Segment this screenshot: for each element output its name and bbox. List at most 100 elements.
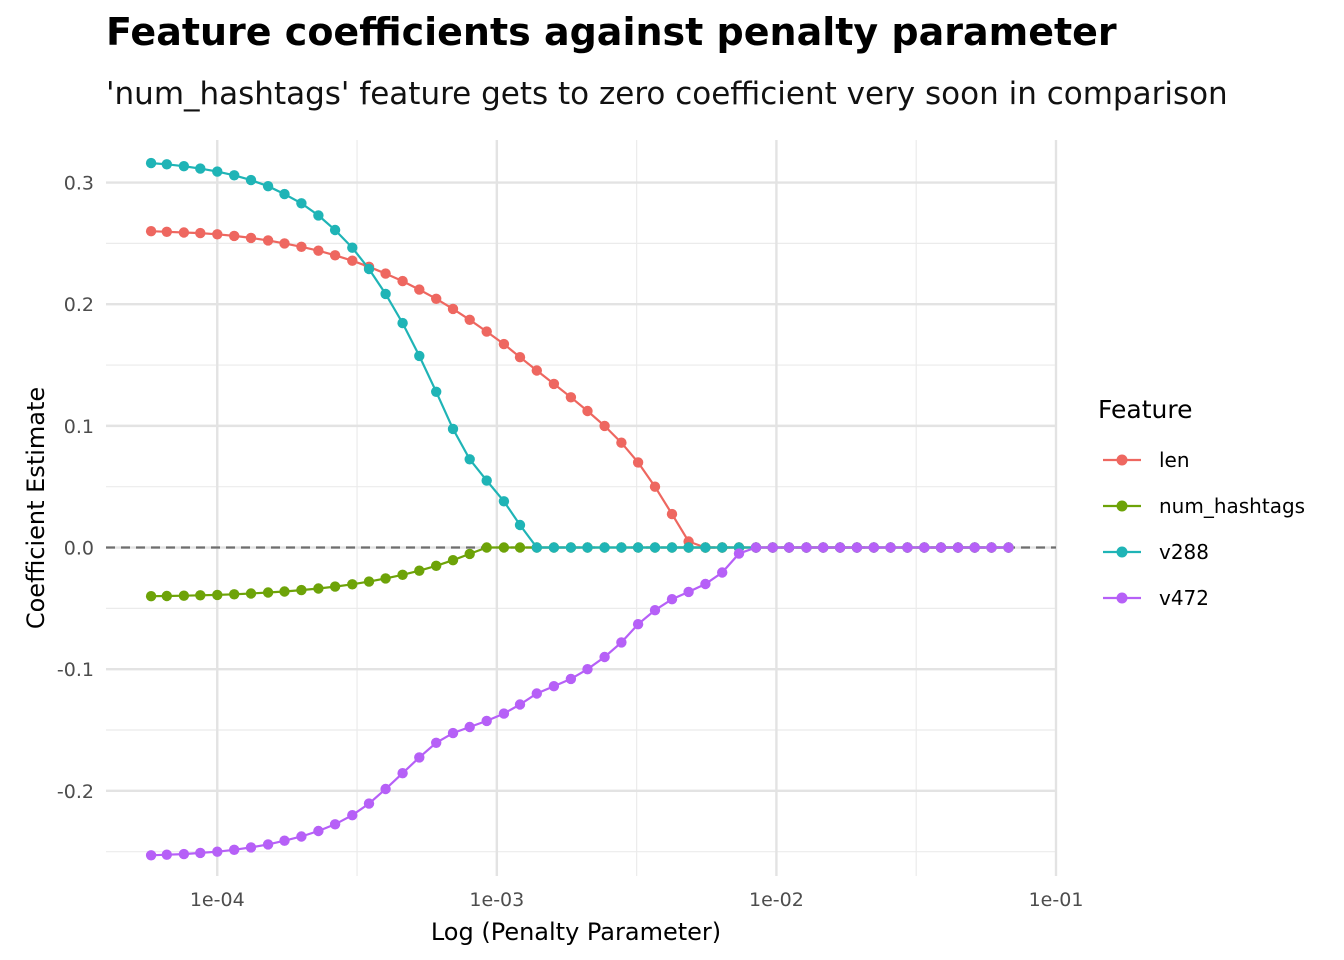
data-point bbox=[262, 587, 274, 598]
data-point bbox=[514, 542, 526, 553]
data-point bbox=[431, 386, 442, 397]
data-point bbox=[161, 849, 172, 860]
data-point bbox=[649, 481, 661, 492]
data-point bbox=[783, 542, 795, 553]
series-line-v472 bbox=[151, 546, 1009, 857]
data-point bbox=[212, 166, 223, 177]
data-point bbox=[851, 542, 863, 553]
data-point bbox=[481, 326, 492, 337]
data-point bbox=[616, 637, 627, 648]
data-point bbox=[548, 681, 560, 692]
data-point bbox=[245, 174, 257, 186]
data-point bbox=[245, 588, 257, 599]
data-point bbox=[632, 542, 644, 553]
legend-label: v472 bbox=[1159, 586, 1209, 610]
data-point bbox=[347, 579, 358, 590]
data-point bbox=[431, 737, 442, 748]
data-point bbox=[431, 560, 442, 571]
data-point bbox=[296, 831, 307, 842]
data-point bbox=[801, 542, 812, 553]
data-point bbox=[279, 188, 290, 200]
data-point bbox=[717, 542, 728, 553]
data-point bbox=[717, 567, 728, 578]
chart-title: Feature coefficients against penalty par… bbox=[106, 10, 1117, 54]
data-point bbox=[514, 519, 526, 531]
axis-layer: 1e-04 1e-03 1e-02 1e-01 -0.2 -0.1 0.0 0.1 0.2 0.3 bbox=[57, 173, 1083, 911]
y-tick-label: 0.1 bbox=[64, 416, 94, 438]
data-point bbox=[868, 542, 879, 553]
data-point bbox=[649, 542, 661, 553]
data-point bbox=[245, 232, 257, 244]
data-point bbox=[229, 844, 240, 855]
y-tick-label: 0.3 bbox=[64, 173, 94, 195]
data-point bbox=[531, 542, 542, 553]
data-point bbox=[296, 241, 307, 252]
data-point bbox=[380, 573, 391, 584]
x-tick-label: 1e-01 bbox=[1029, 889, 1084, 911]
data-point bbox=[313, 245, 324, 256]
data-point bbox=[195, 590, 206, 601]
data-point bbox=[666, 542, 678, 553]
data-point bbox=[599, 651, 610, 663]
data-point bbox=[145, 850, 157, 861]
y-axis-title: Coefficient Estimate bbox=[22, 387, 50, 629]
data-point bbox=[565, 542, 577, 553]
data-point bbox=[632, 457, 644, 468]
data-point bbox=[464, 454, 475, 465]
data-point bbox=[986, 542, 997, 553]
chart-subtitle: 'num_hashtags' feature gets to zero coef… bbox=[106, 76, 1228, 112]
data-point bbox=[262, 235, 274, 246]
data-point bbox=[329, 581, 341, 592]
data-point bbox=[447, 303, 459, 315]
data-point bbox=[683, 586, 694, 598]
legend-key-point bbox=[1116, 592, 1128, 604]
data-point bbox=[229, 230, 240, 242]
data-point bbox=[212, 846, 223, 857]
data-point bbox=[565, 673, 577, 685]
data-point bbox=[279, 238, 290, 249]
data-point bbox=[363, 798, 375, 809]
series-line-len bbox=[151, 230, 1009, 549]
series-line-num_hashtags bbox=[151, 546, 1009, 598]
data-point bbox=[347, 242, 358, 253]
data-point bbox=[414, 752, 425, 763]
y-tick-label: -0.2 bbox=[57, 781, 94, 803]
data-point bbox=[447, 727, 459, 739]
data-point bbox=[481, 475, 492, 486]
data-point bbox=[666, 594, 678, 605]
data-point bbox=[700, 542, 711, 553]
data-point bbox=[145, 226, 157, 237]
data-point bbox=[683, 542, 694, 553]
x-tick-label: 1e-04 bbox=[190, 889, 245, 911]
grid-layer bbox=[106, 140, 1058, 876]
data-point bbox=[414, 350, 425, 362]
data-point bbox=[531, 365, 542, 376]
data-point bbox=[733, 548, 745, 559]
data-point bbox=[414, 565, 425, 576]
data-point bbox=[313, 583, 324, 594]
data-point bbox=[498, 338, 510, 350]
data-point bbox=[363, 263, 375, 275]
data-point bbox=[347, 810, 358, 821]
data-point bbox=[380, 783, 391, 795]
data-point bbox=[481, 542, 492, 553]
data-point bbox=[599, 420, 610, 432]
data-point bbox=[548, 378, 560, 390]
data-point bbox=[195, 227, 206, 239]
data-point bbox=[380, 268, 391, 279]
legend-title: Feature bbox=[1098, 395, 1192, 424]
data-point bbox=[531, 688, 542, 699]
legend-item-v288: v288 bbox=[1103, 540, 1209, 564]
x-tick-label: 1e-02 bbox=[749, 889, 804, 911]
data-point bbox=[329, 819, 341, 830]
data-point bbox=[666, 508, 678, 520]
data-point bbox=[397, 317, 408, 329]
data-point bbox=[161, 226, 172, 237]
data-point bbox=[481, 715, 492, 727]
series-layer bbox=[145, 157, 1014, 861]
data-point bbox=[178, 161, 190, 172]
data-point bbox=[447, 555, 459, 566]
data-point bbox=[514, 352, 526, 363]
data-point bbox=[380, 288, 391, 300]
